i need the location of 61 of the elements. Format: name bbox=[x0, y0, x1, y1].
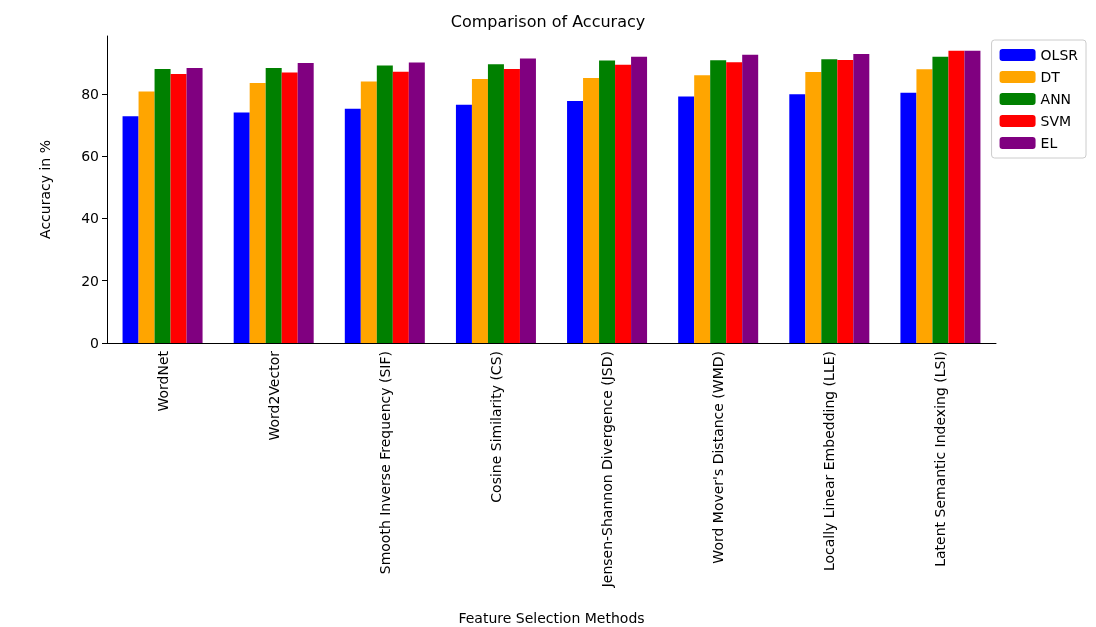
bar bbox=[233, 112, 250, 343]
bar bbox=[503, 69, 520, 343]
bar bbox=[948, 50, 965, 343]
y-tick-label: 20 bbox=[81, 272, 99, 289]
bar bbox=[138, 91, 155, 343]
x-axis-title: Feature Selection Methods bbox=[458, 610, 645, 626]
bar bbox=[154, 69, 171, 343]
y-tick-label: 0 bbox=[90, 335, 99, 351]
bar bbox=[471, 78, 488, 343]
bar bbox=[186, 68, 203, 343]
bar bbox=[249, 83, 266, 343]
bar bbox=[678, 96, 695, 343]
bar bbox=[726, 62, 743, 343]
y-tick-label: 80 bbox=[81, 85, 99, 102]
bar bbox=[789, 94, 806, 343]
x-tick-label: Latent Semantic Indexing (LSI) bbox=[932, 351, 949, 567]
bar bbox=[408, 62, 425, 343]
legend-label: ANN bbox=[1040, 91, 1072, 107]
x-tick-label: Jensen-Shannon Divergence (JSD) bbox=[599, 351, 616, 589]
bar bbox=[122, 116, 139, 343]
bar bbox=[567, 101, 584, 343]
x-tick-label: Smooth Inverse Frequency (SIF) bbox=[376, 351, 393, 575]
bar bbox=[932, 56, 949, 343]
bar bbox=[964, 50, 981, 343]
bar bbox=[583, 78, 600, 343]
x-tick-label: Locally Linear Embedding (LLE) bbox=[821, 351, 838, 572]
bar bbox=[710, 60, 727, 343]
bar bbox=[281, 72, 298, 343]
bar bbox=[376, 65, 393, 343]
bar bbox=[487, 64, 504, 343]
chart-title: Comparison of Accuracy bbox=[450, 11, 646, 31]
bar bbox=[344, 108, 361, 343]
bar bbox=[837, 59, 854, 343]
legend-label: EL bbox=[1040, 135, 1058, 151]
bar bbox=[853, 54, 870, 343]
bar bbox=[900, 92, 917, 343]
bar bbox=[631, 56, 648, 343]
bar bbox=[519, 58, 536, 343]
bar bbox=[821, 59, 838, 343]
bar bbox=[916, 69, 933, 343]
bar bbox=[455, 104, 472, 343]
bar bbox=[742, 54, 759, 343]
bar bbox=[297, 63, 314, 343]
legend-label: DT bbox=[1040, 69, 1061, 85]
x-tick-label: Word Mover's Distance (WMD) bbox=[710, 351, 727, 564]
bar bbox=[170, 73, 187, 343]
bar bbox=[360, 81, 377, 343]
bar bbox=[392, 71, 409, 343]
bar bbox=[694, 75, 711, 343]
y-axis-title: Accuracy in % bbox=[37, 140, 53, 239]
legend-label: SVM bbox=[1040, 113, 1072, 129]
x-tick-label: Word2Vector bbox=[265, 350, 282, 441]
legend-label: OLSR bbox=[1040, 47, 1079, 63]
y-tick-label: 40 bbox=[81, 210, 99, 227]
x-tick-label: Cosine Similarity (CS) bbox=[487, 351, 504, 503]
x-tick-label: WordNet bbox=[154, 350, 171, 412]
bar bbox=[265, 68, 282, 343]
bar bbox=[615, 64, 632, 343]
y-tick-label: 60 bbox=[81, 148, 99, 165]
bar bbox=[599, 60, 616, 343]
bar bbox=[805, 72, 822, 343]
